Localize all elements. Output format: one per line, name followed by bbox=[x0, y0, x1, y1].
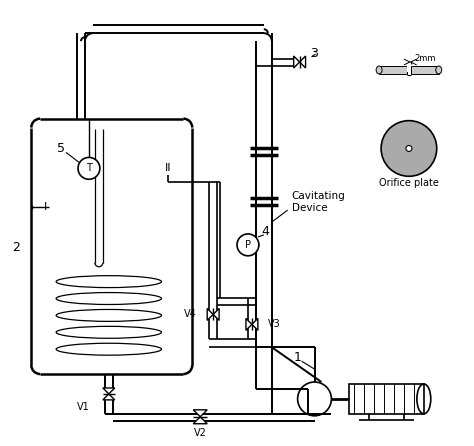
Bar bbox=[407, 60, 411, 72]
Circle shape bbox=[406, 145, 412, 152]
Polygon shape bbox=[103, 394, 115, 400]
Polygon shape bbox=[246, 318, 252, 330]
Text: II: II bbox=[165, 163, 172, 173]
Polygon shape bbox=[252, 318, 258, 330]
Polygon shape bbox=[300, 56, 306, 68]
Text: I: I bbox=[44, 202, 47, 212]
Text: V3: V3 bbox=[268, 319, 281, 329]
Circle shape bbox=[78, 157, 100, 179]
Polygon shape bbox=[103, 388, 115, 394]
Polygon shape bbox=[193, 417, 207, 424]
Polygon shape bbox=[207, 309, 213, 320]
Text: Cavitating
Device: Cavitating Device bbox=[292, 191, 346, 213]
Polygon shape bbox=[193, 410, 207, 417]
Text: V1: V1 bbox=[77, 402, 89, 412]
Text: P: P bbox=[245, 240, 251, 250]
Text: V2: V2 bbox=[194, 428, 207, 438]
Text: 3: 3 bbox=[310, 46, 319, 60]
Circle shape bbox=[237, 234, 259, 256]
Text: 1: 1 bbox=[294, 351, 301, 363]
Ellipse shape bbox=[436, 66, 442, 74]
Text: 2mm: 2mm bbox=[414, 54, 436, 62]
Text: 2: 2 bbox=[12, 241, 20, 254]
Text: 4: 4 bbox=[261, 225, 269, 239]
Ellipse shape bbox=[376, 66, 382, 74]
Bar bbox=[379, 66, 407, 74]
Text: V4: V4 bbox=[183, 310, 196, 319]
Text: 5: 5 bbox=[57, 142, 65, 155]
Bar bbox=[349, 384, 424, 414]
Bar bbox=[411, 66, 439, 74]
Polygon shape bbox=[213, 309, 219, 320]
Circle shape bbox=[381, 120, 437, 176]
Text: T: T bbox=[86, 163, 92, 173]
Text: Orifice plate: Orifice plate bbox=[379, 178, 439, 188]
Polygon shape bbox=[294, 56, 300, 68]
